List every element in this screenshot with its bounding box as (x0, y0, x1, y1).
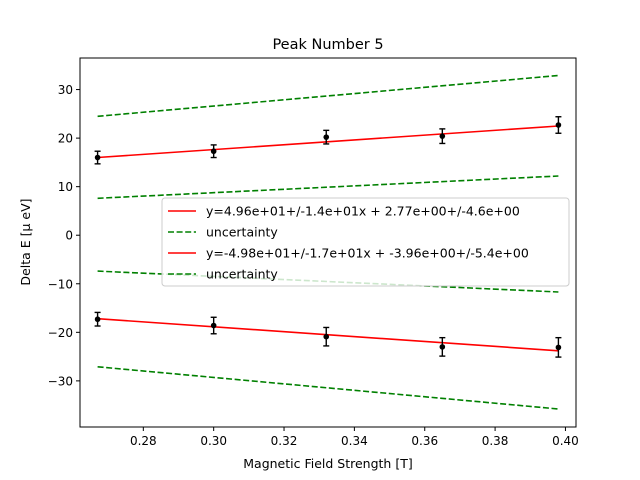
data-point (439, 344, 446, 350)
y-tick-label: −10 (48, 277, 73, 291)
y-tick-label: 30 (58, 83, 73, 97)
x-tick-label: 0.40 (552, 434, 579, 448)
data-point (555, 344, 562, 351)
x-tick-label: 0.30 (200, 434, 227, 448)
uncertainty-line-4 (97, 270, 559, 293)
y-tick-label: 0 (65, 229, 73, 243)
legend-label: uncertainty (206, 225, 278, 240)
x-axis-label: Magnetic Field Strength [T] (243, 456, 412, 471)
uncertainty-line-2 (97, 175, 559, 200)
legend-box (161, 197, 570, 287)
x-tick-label: 0.34 (341, 434, 368, 448)
fit-line-0 (97, 125, 559, 159)
data-point (210, 322, 217, 329)
plot-area (94, 74, 562, 410)
y-tick-label: −30 (48, 374, 73, 388)
data-point (323, 134, 330, 140)
y-axis-label: Delta E [μ eV] (18, 198, 33, 285)
data-point (210, 148, 217, 155)
y-tick-label: −20 (48, 326, 73, 340)
legend: y=4.96e+01+/-1.4e+01x + 2.77e+00+/-4.6e+… (161, 197, 570, 287)
y-axis: −30 −20 −10 0 10 20 30 (48, 83, 80, 388)
uncertainty-line-1 (97, 74, 559, 118)
data-point (323, 333, 330, 340)
uncertainty-line-5 (97, 366, 559, 410)
data-point (555, 122, 562, 128)
x-tick-label: 0.36 (411, 434, 438, 448)
axes-frame (79, 57, 577, 428)
data-point (439, 133, 446, 139)
legend-label: y=-4.98e+01+/-1.7e+01x + -3.96e+00+/-5.4… (206, 246, 529, 261)
legend-label: uncertainty (206, 267, 278, 282)
x-tick-label: 0.32 (271, 434, 298, 448)
x-tick-label: 0.38 (482, 434, 509, 448)
x-tick-label: 0.28 (130, 434, 157, 448)
y-tick-label: 10 (58, 180, 73, 194)
legend-label: y=4.96e+01+/-1.4e+01x + 2.77e+00+/-4.6e+… (206, 204, 520, 219)
data-point (94, 154, 101, 161)
chart-title: Peak Number 5 (272, 37, 383, 53)
data-point (94, 316, 101, 323)
y-tick-label: 20 (58, 132, 73, 146)
x-axis: 0.28 0.30 0.32 0.34 0.36 0.38 0.40 (130, 427, 579, 448)
